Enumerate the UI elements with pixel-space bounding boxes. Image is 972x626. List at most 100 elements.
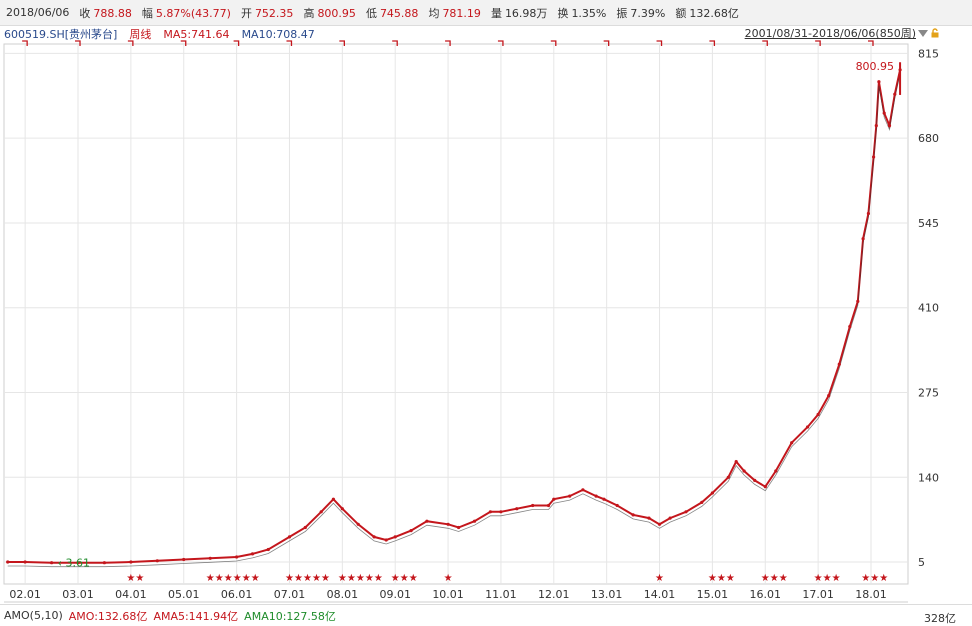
price-point: [806, 425, 810, 429]
price-point: [102, 561, 106, 565]
high-field: 高 800.95: [303, 6, 356, 20]
price-point: [356, 522, 360, 526]
price-chart: 02.01 03.01 04.01 05.01 06.01 07.01 08.01 09.01…: [3, 40, 939, 603]
dividend-flag: [180, 40, 187, 46]
x-tick-label: 18.01: [855, 588, 887, 601]
change-value: 5.87%(43.77): [155, 6, 231, 20]
price-point: [499, 510, 503, 514]
event-star-icon: ★: [717, 573, 726, 584]
event-star-icon: ★: [444, 573, 453, 584]
price-point: [657, 522, 662, 526]
x-tick-label: 03.01: [62, 588, 94, 601]
dropdown-arrow-icon[interactable]: [918, 30, 928, 37]
dividend-flag: [815, 40, 821, 46]
price-point: [753, 478, 757, 482]
event-star-icon: ★: [761, 573, 770, 584]
price-point: [893, 92, 897, 96]
price-point: [684, 510, 688, 514]
stock-symbol[interactable]: 600519.SH: [4, 27, 65, 41]
price-point: [182, 557, 186, 562]
ma5-line: [7, 73, 901, 568]
volume-field: 量 16.98万: [490, 6, 548, 20]
price-point: [446, 522, 450, 526]
x-tick-label: 13.01: [591, 588, 623, 601]
x-tick-label: 04.01: [115, 588, 147, 601]
ma-legend: 600519.SH [贵州茅台] 周线 MA5:741.64 MA10:708.…: [0, 26, 972, 42]
price-point: [874, 124, 878, 128]
dividend-flag: [603, 40, 610, 46]
price-point: [372, 535, 376, 539]
price-point: [856, 299, 860, 303]
price-point: [266, 547, 270, 552]
event-star-icon: ★: [726, 573, 735, 584]
x-tick-label: 16.01: [750, 588, 782, 601]
price-point: [581, 488, 585, 492]
amo-indicator-name[interactable]: AMO(5,10): [4, 609, 63, 622]
price-point: [668, 516, 672, 520]
date-range-selector[interactable]: 2001/08/31-2018/06/06(850周): [744, 27, 916, 40]
period-label[interactable]: 周线: [129, 28, 152, 41]
plot-frame: [3, 43, 909, 585]
ama5-value: AMA5:141.94亿: [153, 609, 239, 623]
dividend-flag: [762, 40, 768, 46]
dividend-flag: [339, 40, 345, 46]
y-tick-label: 545: [918, 217, 939, 230]
x-tick-label: 11.01: [485, 588, 517, 601]
event-markers: ★ ★ ★ ★ ★ ★ ★ ★ ★ ★ ★ ★ ★ ★ ★ ★ ★ ★ ★ ★ ★ ★ ★ ★ ★ ★ ★ ★ ★ ★ ★ ★ ★ ★ ★: [126, 573, 888, 584]
price-point: [816, 412, 820, 417]
price-point: [319, 510, 323, 514]
y-tick-label: 410: [918, 302, 939, 315]
event-star-icon: ★: [409, 573, 418, 584]
price-point: [531, 503, 535, 508]
dividend-flag: [392, 40, 398, 46]
price-point: [50, 561, 54, 565]
dividend-flag: [127, 40, 134, 46]
event-star-icon: ★: [365, 573, 374, 584]
stock-name[interactable]: [贵州茅台]: [64, 28, 118, 41]
price-point: [790, 441, 794, 445]
price-point: [877, 80, 881, 84]
event-star-icon: ★: [338, 573, 347, 584]
dividend-flag: [286, 40, 293, 46]
open-field: 开 752.35: [240, 6, 294, 20]
price-point: [208, 556, 212, 560]
event-star-icon: ★: [870, 573, 879, 584]
price-point: [23, 560, 27, 564]
top-flags: [22, 40, 874, 46]
price-point: [827, 394, 831, 398]
price-point: [340, 507, 344, 511]
y-tick-label: 815: [918, 47, 939, 60]
price-point: [546, 503, 551, 508]
price-point: [235, 555, 239, 559]
y-tick-label: 5: [918, 556, 925, 569]
high-annotation: 800.95: [856, 60, 895, 73]
event-star-icon: ★: [770, 573, 779, 584]
lock-icon[interactable]: [930, 28, 940, 38]
open-value: 752.35: [254, 6, 294, 20]
amount-field: 额 132.68亿: [675, 6, 739, 20]
price-point: [734, 460, 738, 464]
price-point: [837, 362, 841, 366]
change-field: 幅 5.87%(43.77): [141, 6, 231, 20]
price-point: [457, 525, 461, 530]
amplitude-field: 振 7.39%: [616, 6, 666, 20]
event-star-icon: ★: [708, 573, 717, 584]
event-star-icon: ★: [347, 573, 356, 584]
price-line: [7, 69, 902, 564]
price-point: [409, 529, 413, 533]
price-point: [331, 497, 335, 501]
event-star-icon: ★: [814, 573, 823, 584]
price-point: [425, 519, 429, 523]
price-point: [647, 516, 651, 520]
price-point: [76, 561, 80, 565]
dividend-flag: [550, 40, 557, 46]
grid-lines: [3, 43, 909, 603]
price-point: [866, 211, 871, 216]
event-star-icon: ★: [861, 573, 870, 584]
y-axis-ticks: 5 140 275 410 545 680 815: [918, 47, 939, 569]
price-point: [552, 497, 556, 501]
price-point: [393, 535, 397, 539]
event-star-icon: ★: [135, 573, 144, 584]
x-tick-label: 09.01: [379, 588, 411, 601]
price-point: [710, 491, 715, 495]
